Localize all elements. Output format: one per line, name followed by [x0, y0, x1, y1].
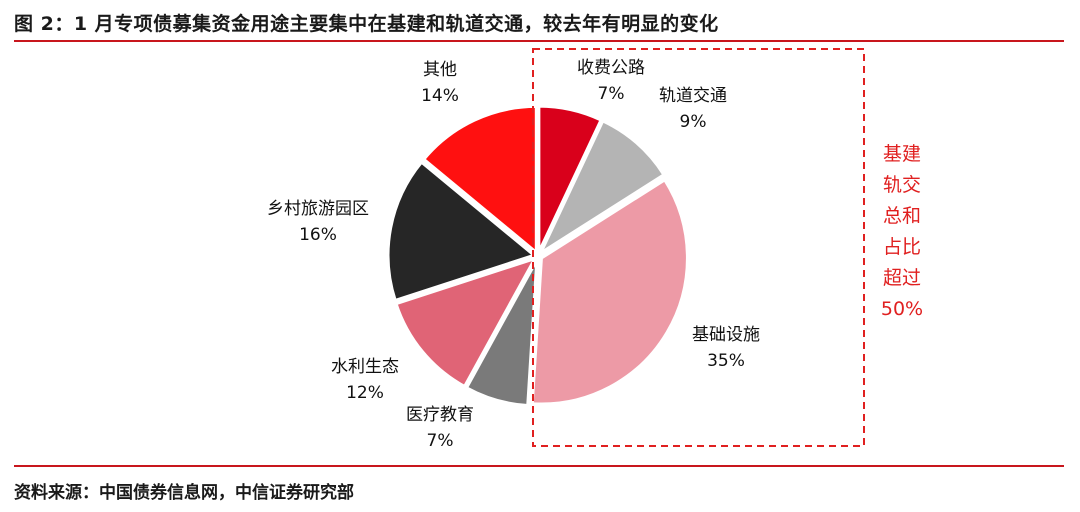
slice-value-1: 9%: [680, 112, 707, 132]
slice-label-1: 轨道交通: [659, 86, 727, 106]
slice-value-5: 16%: [299, 225, 337, 245]
source-divider: [14, 465, 1064, 467]
slice-value-2: 35%: [707, 351, 745, 371]
annotation-line-1: 轨交: [883, 174, 921, 196]
source-note: 资料来源：中国债券信息网，中信证券研究部: [14, 483, 354, 503]
slice-label-6: 其他: [423, 60, 457, 80]
slice-value-0: 7%: [598, 84, 625, 104]
pie-slice-3: [465, 258, 539, 408]
slice-value-6: 14%: [421, 86, 459, 106]
pie-slice-6: [422, 104, 538, 254]
pie-slice-5: [386, 160, 536, 302]
slice-label-2: 基础设施: [692, 325, 760, 345]
slice-value-3: 7%: [427, 431, 454, 451]
highlight-box: [532, 48, 865, 447]
annotation-line-5: 50%: [881, 298, 923, 320]
pie-slice-1: [539, 119, 666, 255]
annotation-line-0: 基建: [883, 143, 921, 165]
annotation-line-4: 超过: [883, 267, 921, 289]
slice-label-4: 水利生态: [331, 357, 399, 377]
figure-title: 图 2：1 月专项债募集资金用途主要集中在基建和轨道交通，较去年有明显的变化: [14, 13, 719, 35]
slice-label-0: 收费公路: [577, 58, 645, 78]
pie-slice-4: [394, 257, 537, 388]
pie-labels: 收费公路 7% 轨道交通 9% 基础设施 35% 医疗教育 7% 水利生态 12% 乡村旅游园区 16…: [267, 58, 760, 451]
slice-value-4: 12%: [346, 383, 384, 403]
slice-label-5: 乡村旅游园区: [267, 199, 369, 219]
slice-label-3: 医疗教育: [406, 405, 474, 425]
pie-slices: [386, 104, 689, 408]
pie-slice-2: [530, 178, 689, 406]
pie-slice-0: [537, 104, 603, 254]
title-divider: [14, 40, 1064, 42]
annotation-line-3: 占比: [883, 236, 921, 258]
annotation-line-2: 总和: [883, 205, 921, 227]
